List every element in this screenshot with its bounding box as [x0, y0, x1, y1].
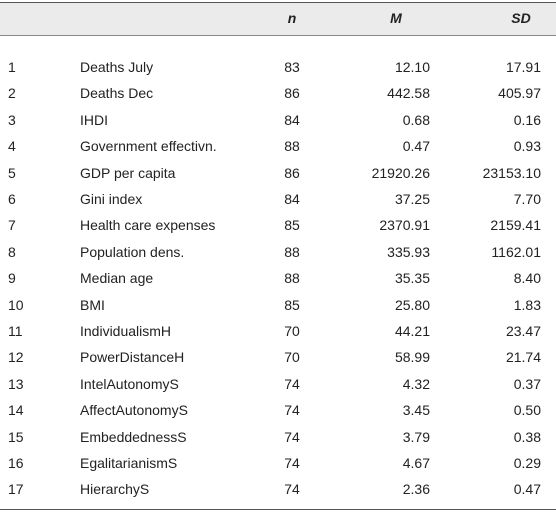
mean-value: 2370.91 [379, 217, 430, 234]
row-number: 16 [8, 455, 24, 471]
column-header: M [390, 10, 402, 26]
n-value: 84 [284, 191, 300, 207]
n-value: 74 [284, 375, 300, 392]
row-label: GDP per capita [80, 164, 176, 181]
column-header: n [287, 10, 297, 26]
mean-value: 37.25 [394, 191, 430, 207]
sd-value: 21.74 [505, 349, 541, 366]
n-value: 88 [284, 138, 300, 155]
mean-value: 3.79 [402, 428, 430, 445]
bottom-rule [0, 509, 556, 510]
sd-value: 1162.01 [491, 243, 541, 260]
n-value: 84 [284, 111, 300, 128]
row-number: 15 [8, 428, 24, 445]
n-value: 70 [284, 323, 300, 339]
mean-value: 3.45 [402, 402, 430, 419]
row-number: 14 [8, 402, 24, 419]
mean-value: 58.99 [394, 349, 430, 366]
row-label: HierarchyS [80, 481, 150, 498]
row-label: Government effectivn. [80, 138, 217, 155]
mean-value: 442.58 [387, 85, 430, 102]
sd-value: 0.29 [513, 455, 541, 471]
row-number: 2 [8, 85, 16, 102]
mean-value: 21920.26 [371, 164, 430, 181]
row-number: 11 [8, 323, 23, 339]
row-number: 4 [8, 138, 16, 155]
mean-value: 44.21 [394, 323, 430, 339]
mean-value: 4.67 [402, 455, 430, 471]
n-value: 74 [284, 481, 300, 498]
row-number: 8 [8, 243, 16, 260]
n-value: 85 [284, 296, 300, 313]
sd-value: 0.93 [513, 138, 541, 155]
sd-value: 23.47 [505, 323, 541, 339]
row-number: 13 [8, 375, 24, 392]
row-number: 17 [8, 481, 24, 498]
row-label: EgalitarianismS [80, 455, 178, 471]
mean-value: 25.80 [394, 296, 430, 313]
row-label: Population dens. [80, 243, 185, 260]
mean-value: 2.36 [402, 481, 430, 498]
sd-value: 23153.10 [482, 164, 541, 181]
n-value: 86 [284, 164, 300, 181]
sd-value: 405.97 [498, 85, 541, 102]
sd-value: 8.40 [513, 270, 541, 287]
column-header: SD [511, 10, 531, 26]
mean-value: 0.47 [402, 138, 430, 155]
row-number: 6 [8, 191, 16, 207]
n-value: 83 [284, 59, 300, 75]
n-value: 74 [284, 402, 300, 419]
row-number: 9 [8, 270, 16, 287]
row-number: 7 [8, 217, 16, 234]
sd-value: 17.91 [505, 59, 541, 75]
sd-value: 0.50 [513, 402, 541, 419]
mean-value: 35.35 [394, 270, 430, 287]
sd-value: 2159.41 [490, 217, 541, 234]
n-value: 74 [284, 428, 300, 445]
row-label: Health care expenses [80, 217, 216, 234]
n-value: 88 [284, 243, 300, 260]
row-label: PowerDistanceH [80, 349, 185, 366]
n-value: 70 [284, 349, 300, 366]
mean-value: 4.32 [402, 375, 430, 392]
sd-value: 7.70 [513, 191, 541, 207]
row-number: 10 [8, 296, 24, 313]
sd-value: 0.38 [513, 428, 541, 445]
mean-value: 335.93 [387, 243, 430, 260]
n-value: 86 [284, 85, 300, 102]
sd-value: 0.47 [513, 481, 541, 498]
row-number: 12 [8, 349, 24, 366]
row-label: IndividualismH [80, 323, 172, 339]
sd-value: 0.37 [513, 375, 541, 392]
row-number: 1 [8, 59, 16, 75]
row-label: Deaths Dec [80, 85, 154, 102]
row-label: EmbeddednessS [80, 428, 187, 445]
row-label: AffectAutonomyS [80, 402, 188, 419]
row-label: BMI [80, 296, 105, 313]
row-label: Gini index [80, 191, 143, 207]
row-label: IntelAutonomyS [80, 375, 179, 392]
n-value: 88 [284, 270, 300, 287]
row-label: Deaths July [80, 59, 154, 75]
header-row [0, 2, 556, 36]
n-value: 85 [284, 217, 300, 234]
mean-value: 12.10 [394, 59, 430, 75]
row-number: 5 [8, 164, 16, 181]
sd-value: 1.83 [513, 296, 541, 313]
row-label: Median age [80, 270, 154, 287]
sd-value: 0.16 [513, 111, 541, 128]
mean-value: 0.68 [402, 111, 430, 128]
row-number: 3 [8, 111, 16, 128]
row-label: IHDI [80, 111, 108, 128]
n-value: 74 [284, 455, 300, 471]
